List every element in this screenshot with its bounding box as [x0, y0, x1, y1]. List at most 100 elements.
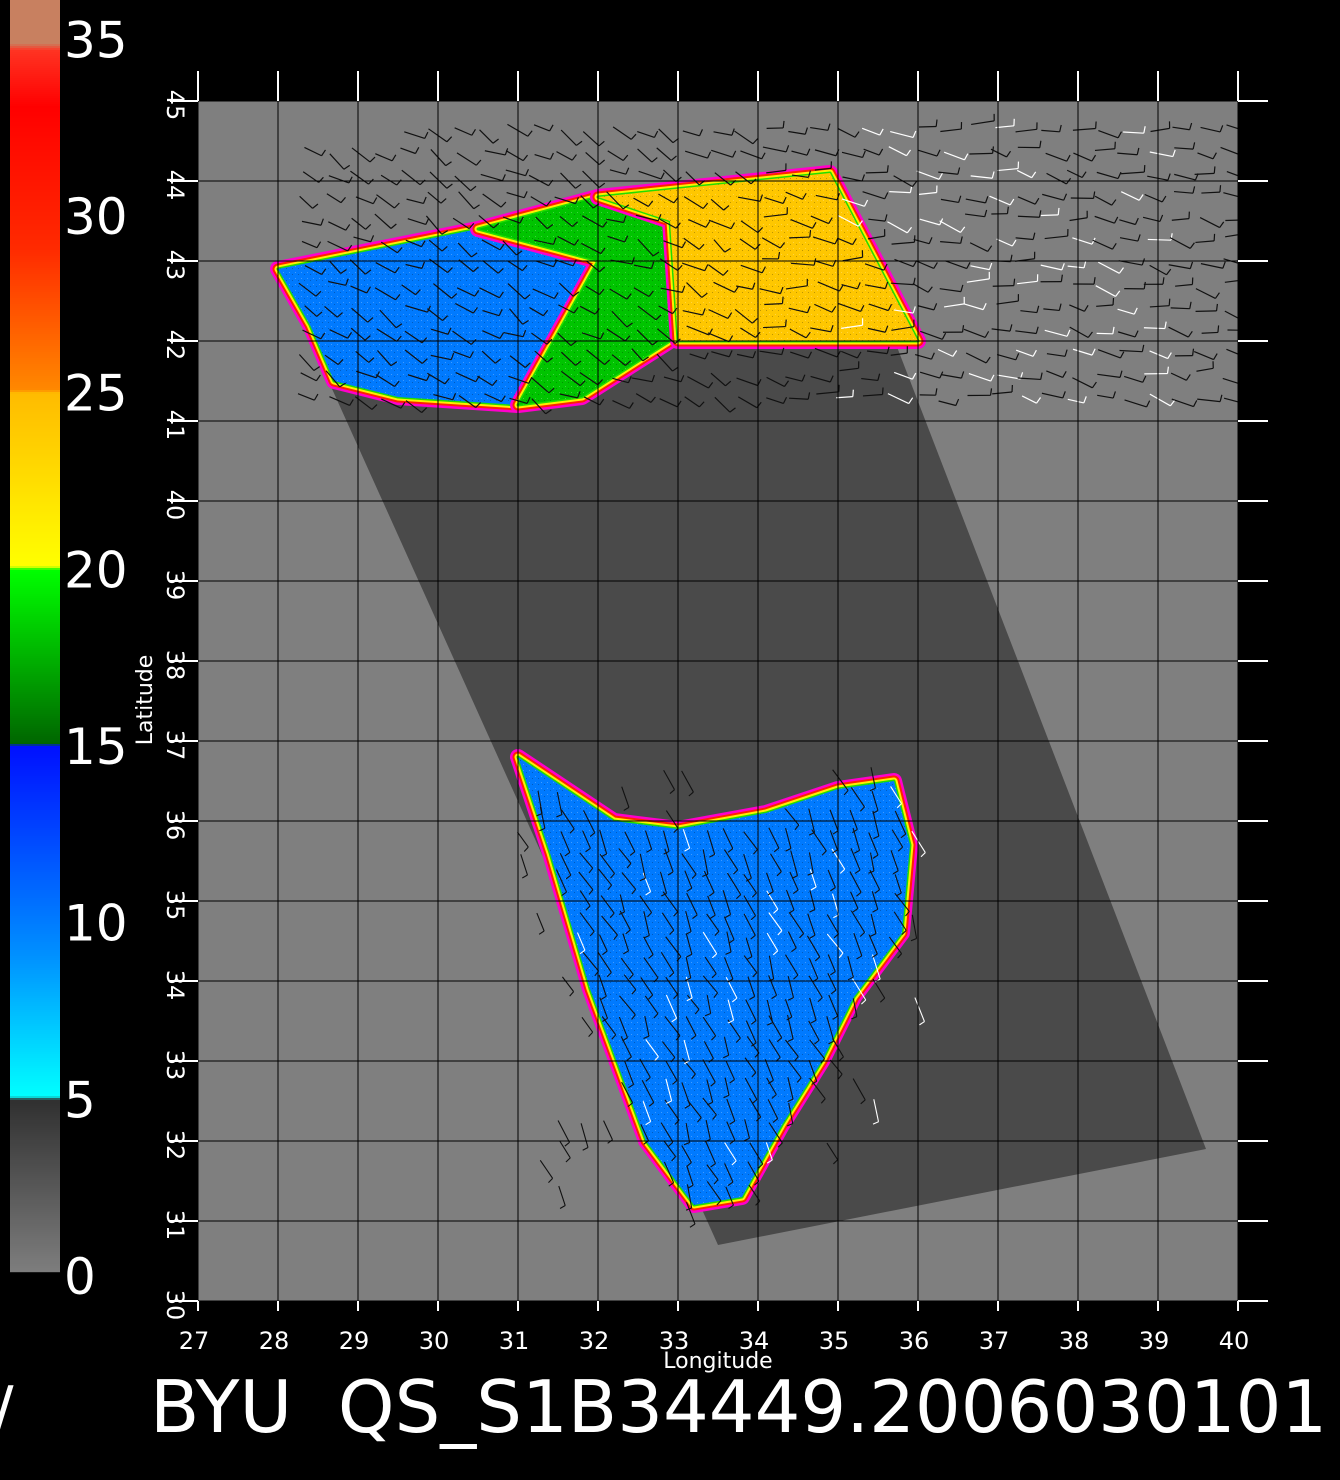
wind-barb	[785, 278, 808, 290]
wind-barb	[481, 239, 505, 251]
wind-barb	[966, 271, 990, 283]
wind-barb	[560, 809, 575, 834]
wind-barb	[612, 126, 637, 140]
wind-barb	[621, 786, 630, 811]
wind-barb	[790, 258, 817, 266]
wind-barb	[786, 1102, 794, 1127]
wind-barb	[702, 1016, 717, 1041]
wind-barb	[534, 152, 554, 160]
wind-barb	[643, 936, 654, 959]
wind-barb	[702, 849, 709, 877]
wind-barb	[1096, 171, 1122, 180]
x-axis-label: Longitude	[663, 1349, 772, 1374]
wind-barb	[598, 934, 608, 956]
wind-barb	[1096, 297, 1115, 307]
wind-barb	[762, 145, 790, 153]
wind-barb	[713, 281, 739, 293]
wind-barb	[759, 347, 785, 356]
wind-barb	[749, 1142, 764, 1169]
wind-barb	[785, 889, 795, 914]
wind-barb	[1149, 393, 1176, 407]
wind-barb	[810, 215, 833, 225]
wind-barb	[1170, 372, 1191, 381]
wind-barb	[1171, 211, 1190, 221]
wind-barb	[503, 329, 527, 338]
wind-barb	[1094, 141, 1116, 152]
wind-barb	[1120, 165, 1146, 175]
wind-barb	[375, 262, 400, 274]
wind-barb	[298, 354, 321, 372]
wind-barb	[536, 912, 545, 935]
wind-barb	[529, 307, 549, 317]
wind-barb	[790, 219, 817, 229]
wind-barb	[734, 308, 758, 324]
wind-barb	[327, 240, 353, 252]
lat-lon-grid	[198, 101, 1238, 1301]
wind-barb	[941, 371, 965, 379]
wind-barb	[1143, 277, 1165, 285]
wind-barb	[633, 197, 654, 207]
wind-barb	[706, 830, 716, 858]
wind-barb	[558, 1185, 566, 1209]
wind-barb	[938, 398, 960, 407]
wind-barb	[1098, 130, 1122, 139]
y-tick-label: 45	[161, 90, 189, 121]
wind-barb	[683, 1123, 691, 1146]
wind-barb	[606, 215, 627, 224]
x-tick-labels: 27 28 29 30 31 32 33 34 35 36 37 38 39 40	[179, 1327, 1250, 1355]
wind-barb	[832, 769, 849, 796]
y-tick-label: 43	[161, 250, 189, 281]
wind-barb	[1067, 260, 1087, 269]
wind-barb	[1175, 277, 1194, 287]
wind-barb	[598, 868, 613, 891]
wind-barb	[376, 328, 402, 342]
wind-barb	[826, 1016, 835, 1045]
wind-barb	[995, 118, 1015, 129]
y-tick-label: 40	[161, 490, 189, 521]
wind-barb	[662, 891, 679, 917]
wind-barb	[375, 153, 397, 162]
wind-barb	[766, 396, 788, 405]
wind-barb	[1226, 124, 1238, 130]
wind-barb	[871, 790, 879, 814]
wind-barb	[704, 995, 712, 1017]
wind-barb	[708, 264, 729, 276]
wind-barb	[768, 1015, 783, 1043]
wind-barb	[400, 147, 420, 155]
wind-barb	[375, 374, 400, 387]
y-tick-label: 39	[161, 570, 189, 601]
wind-barb	[997, 161, 1020, 172]
wind-barb	[704, 956, 717, 979]
wind-barb	[851, 998, 858, 1020]
wind-barb	[726, 1098, 736, 1125]
wind-barb	[656, 353, 679, 372]
wind-barb	[577, 932, 586, 955]
wind-barb	[785, 1039, 799, 1062]
wind-barb	[621, 1081, 634, 1108]
wind-barb	[1222, 377, 1238, 384]
wind-barb	[682, 829, 691, 852]
wind-barb	[1223, 192, 1238, 198]
wind-barb	[482, 193, 507, 208]
wind-barb	[725, 931, 732, 955]
wind-barb	[631, 348, 649, 362]
wind-barb	[457, 242, 478, 258]
wind-barb	[989, 195, 1015, 206]
wind-barb	[380, 241, 403, 254]
wind-barb	[861, 127, 884, 136]
wind-barb	[427, 372, 450, 385]
wind-barb	[406, 196, 427, 205]
wind-barb	[329, 153, 351, 170]
wind-barb	[645, 1039, 659, 1062]
wind-barb	[1017, 196, 1040, 205]
wind-barb	[684, 957, 692, 981]
wind-barb	[847, 955, 854, 981]
wind-barb	[887, 221, 913, 234]
wind-barb	[852, 1078, 866, 1105]
wind-barb	[827, 972, 837, 995]
colorbar-tick-label: 30	[64, 188, 128, 246]
wind-barb	[682, 129, 703, 137]
wind-barb	[743, 854, 752, 882]
wind-barb	[759, 286, 784, 295]
wind-barb	[1171, 398, 1198, 408]
